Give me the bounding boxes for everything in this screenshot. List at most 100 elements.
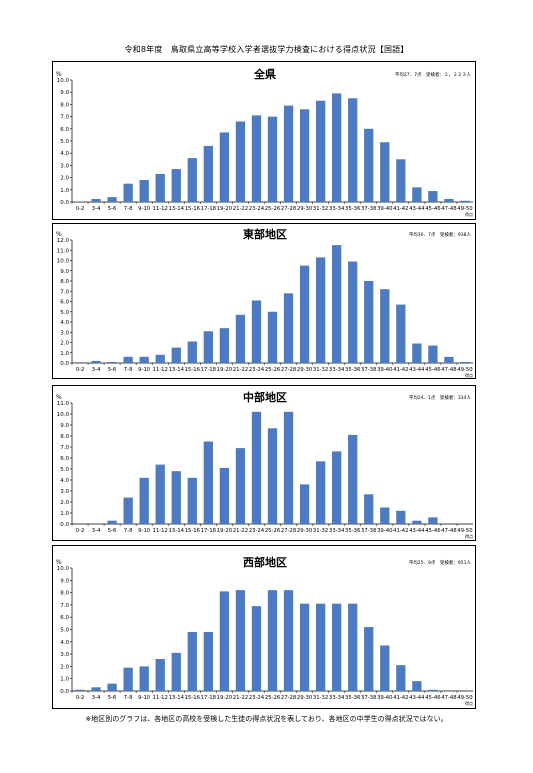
bar — [107, 520, 117, 524]
x-tick-label: 45-46 — [425, 528, 441, 534]
y-tick-label: 10.0 — [57, 78, 70, 84]
bar — [332, 245, 342, 363]
page-title: 令和8年度 鳥取県立高等学校入学者選抜学力検査における得点状況【国語】 — [124, 45, 409, 54]
x-tick-label: 11-12 — [153, 695, 168, 701]
y-tick-label: 9.0 — [60, 578, 69, 584]
bar — [187, 341, 197, 363]
x-tick-label: 21-22 — [233, 206, 248, 212]
y-tick-label: 9.0 — [60, 269, 69, 275]
bar — [251, 300, 262, 363]
x-tick-label: 15-16 — [185, 367, 201, 373]
y-tick-label: 9.0 — [60, 423, 69, 429]
x-tick-label: 0-2 — [76, 695, 85, 701]
x-tick-label: 13-14 — [169, 695, 185, 701]
bar — [412, 343, 422, 363]
bar — [315, 100, 326, 202]
y-tick-label: 6.0 — [60, 615, 69, 621]
x-tick-label: 45-46 — [425, 367, 441, 373]
bar — [171, 169, 181, 202]
chart-panel-east: 東部地区 平均30．7点 受検者：938人% 0.0 1.0 2.0 3.0 4.0 5.0 6… — [52, 223, 476, 379]
x-tick-label: 27-28 — [281, 367, 297, 373]
chart-title: 中部地区 — [243, 390, 287, 404]
x-tick-label: 19-20 — [217, 367, 233, 373]
x-tick-label: 27-28 — [281, 695, 297, 701]
x-tick-label: 5-6 — [108, 528, 117, 534]
y-axis-label: % — [56, 71, 62, 78]
x-axis-label: 得点 — [465, 372, 473, 378]
bar — [299, 603, 310, 691]
chart-stats: 平均30．7点 受検者：938人 — [409, 231, 472, 238]
bar — [364, 627, 374, 691]
bar — [348, 434, 358, 524]
bar — [187, 631, 197, 691]
y-tick-label: 11.0 — [57, 401, 70, 407]
x-tick-label: 41-42 — [393, 206, 408, 212]
x-tick-label: 29-30 — [297, 528, 313, 534]
bar — [412, 520, 422, 524]
x-tick-label: 35-36 — [345, 528, 361, 534]
bar — [171, 652, 181, 691]
bar — [428, 517, 438, 524]
bar — [139, 356, 149, 363]
y-tick-label: 2.0 — [60, 341, 69, 347]
bar — [428, 689, 438, 691]
y-tick-label: 1.0 — [60, 511, 69, 517]
bar — [267, 116, 278, 202]
x-tick-label: 37-38 — [361, 695, 377, 701]
x-tick-label: 9-10 — [138, 528, 151, 534]
y-tick-label: 0.0 — [60, 200, 69, 206]
x-tick-label: 17-18 — [201, 206, 217, 212]
x-tick-label: 25-26 — [265, 528, 281, 534]
x-tick-label: 25-26 — [265, 367, 281, 373]
y-tick-label: 10.0 — [57, 566, 70, 572]
x-tick-label: 35-36 — [345, 367, 361, 373]
chart-all: 全県 平均27．7点 受検者：２，２２３人% 0.0 1.0 2.0 3.0 4.0 5.0 6… — [56, 67, 473, 217]
x-tick-label: 5-6 — [108, 695, 117, 701]
x-tick-label: 3-4 — [92, 528, 101, 534]
x-tick-label: 17-18 — [201, 367, 217, 373]
y-tick-label: 12.0 — [57, 238, 70, 244]
bar — [155, 354, 165, 363]
bar — [396, 665, 406, 691]
x-tick-label: 9-10 — [138, 367, 151, 373]
x-tick-label: 11-12 — [153, 528, 168, 534]
x-tick-label: 3-4 — [92, 695, 101, 701]
y-tick-label: 5.0 — [60, 139, 69, 145]
bar — [348, 603, 358, 691]
bar — [444, 198, 454, 202]
bar — [203, 631, 213, 691]
x-tick-label: 37-38 — [361, 528, 377, 534]
bar — [107, 361, 117, 363]
y-tick-label: 7.0 — [60, 445, 69, 451]
y-tick-label: 10.0 — [57, 412, 70, 418]
bar — [91, 687, 101, 691]
bar — [187, 477, 197, 524]
chart-title: 西部地区 — [243, 555, 287, 569]
x-tick-label: 35-36 — [345, 695, 361, 701]
y-tick-label: 6.0 — [60, 456, 69, 462]
bar — [251, 411, 262, 524]
x-tick-label: 49-50 — [457, 528, 473, 534]
bar — [139, 666, 149, 691]
bar — [235, 314, 246, 363]
bar — [460, 361, 470, 363]
bar — [203, 145, 213, 202]
x-tick-label: 9-10 — [138, 695, 151, 701]
x-tick-label: 5-6 — [108, 206, 117, 212]
x-tick-label: 9-10 — [138, 206, 151, 212]
bar — [396, 159, 406, 202]
bar — [380, 645, 390, 691]
bar — [299, 109, 310, 202]
y-tick-label: 3.0 — [60, 163, 69, 169]
bar — [251, 606, 262, 691]
x-tick-label: 13-14 — [169, 528, 185, 534]
x-tick-label: 43-44 — [409, 367, 425, 373]
x-tick-label: 29-30 — [297, 367, 313, 373]
bar — [123, 356, 133, 363]
bar — [267, 590, 278, 691]
chart-stats: 平均27．7点 受検者：２，２２３人 — [395, 71, 472, 78]
bar — [91, 198, 101, 202]
x-tick-label: 7-8 — [124, 206, 133, 212]
x-tick-label: 19-20 — [217, 528, 233, 534]
x-tick-label: 15-16 — [185, 206, 201, 212]
